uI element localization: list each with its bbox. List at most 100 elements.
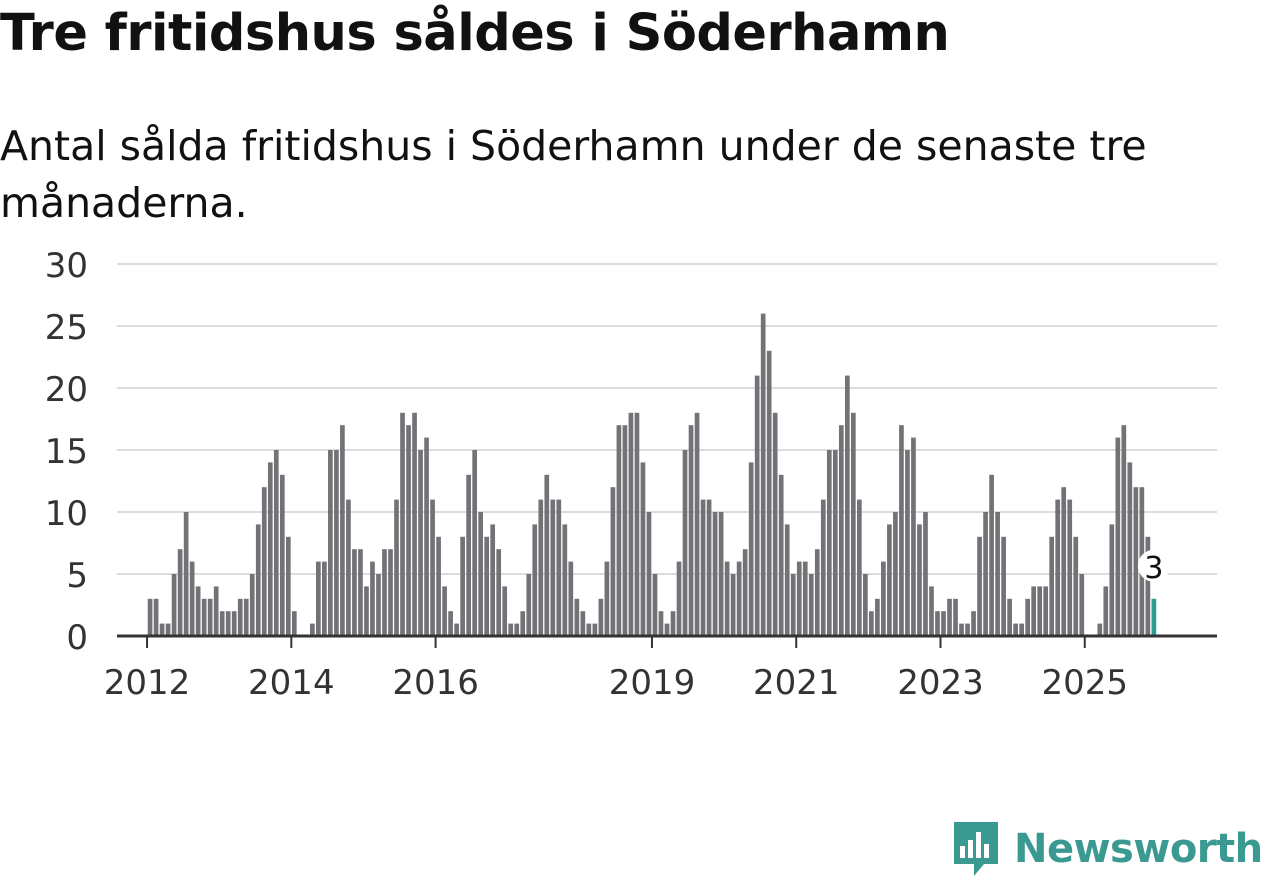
- brand-name: Newsworthy: [1014, 826, 1262, 872]
- bar: [616, 425, 622, 636]
- bar: [532, 524, 538, 636]
- y-tick-label: 5: [66, 556, 88, 596]
- bar: [1127, 462, 1133, 636]
- x-tick-label: 2019: [609, 663, 696, 703]
- bar: [322, 561, 327, 636]
- bar: [574, 598, 580, 636]
- gridlines: [117, 263, 1217, 575]
- bar: [1061, 487, 1067, 636]
- bar: [838, 425, 844, 636]
- bar: [328, 450, 333, 636]
- bar: [159, 623, 165, 636]
- bar: [243, 598, 249, 636]
- bar: [195, 586, 201, 636]
- bar: [1079, 574, 1085, 636]
- bar: [165, 623, 171, 636]
- bar: [857, 499, 862, 636]
- bar: [261, 487, 267, 636]
- bar: [364, 586, 369, 636]
- bar: [1103, 586, 1109, 636]
- bar: [808, 574, 814, 636]
- bar: [334, 450, 339, 636]
- bar: [772, 412, 778, 636]
- bar: [917, 524, 922, 636]
- x-tick-label: 2025: [1041, 663, 1128, 703]
- bar: [820, 499, 826, 636]
- bar: [249, 574, 255, 636]
- bar: [712, 512, 718, 636]
- x-axis: 2012 2014 2016 2019 2021 2023 2025: [104, 634, 1217, 703]
- bar: [604, 561, 610, 636]
- chart-title: Tre fritidshus såldes i Söderhamn: [0, 4, 950, 63]
- newsworthy-logo-icon: [954, 822, 998, 876]
- bar: [754, 375, 760, 636]
- bar: [664, 623, 670, 636]
- bar: [694, 412, 700, 636]
- bar: [472, 450, 477, 636]
- bar: [370, 561, 375, 636]
- chart-subtitle: Antal sålda fritidshus i Söderhamn under…: [0, 122, 1147, 227]
- bar: [1049, 536, 1055, 636]
- bar: [586, 623, 592, 636]
- bar: [850, 412, 856, 636]
- bar: [556, 499, 562, 636]
- data-label: 3: [1144, 551, 1163, 586]
- bar: [640, 462, 646, 636]
- bar: [490, 524, 496, 636]
- bar: [400, 412, 405, 636]
- bar: [388, 549, 393, 636]
- bar: [676, 561, 682, 636]
- bar: [225, 611, 231, 636]
- bar: [1109, 524, 1115, 636]
- bar: [959, 623, 964, 636]
- x-tick-label: 2021: [753, 663, 840, 703]
- bar: [977, 536, 982, 636]
- bar: [412, 412, 417, 636]
- bar: [875, 598, 880, 636]
- bar: [219, 611, 225, 636]
- bar: [893, 512, 898, 636]
- bar: [346, 499, 351, 636]
- bar: [1001, 536, 1006, 636]
- bar: [436, 536, 441, 636]
- bar: [622, 425, 628, 636]
- bar: [778, 474, 784, 636]
- bar: [538, 499, 544, 636]
- bar: [796, 561, 802, 636]
- bar: [352, 549, 357, 636]
- bar: [580, 611, 586, 636]
- bar: [310, 623, 315, 636]
- bar: [418, 450, 423, 636]
- bar: [646, 512, 652, 636]
- bar: [995, 512, 1000, 636]
- bar: [1037, 586, 1043, 636]
- bar: [634, 412, 640, 636]
- bar: [971, 611, 976, 636]
- bar: [670, 611, 676, 636]
- bar: [688, 425, 694, 636]
- bar: [291, 611, 297, 636]
- bar: [947, 598, 952, 636]
- bar: [899, 425, 904, 636]
- bar: [1031, 586, 1037, 636]
- bar: [550, 499, 556, 636]
- bar: [183, 512, 189, 636]
- bar: [376, 574, 381, 636]
- bar: [1097, 623, 1103, 636]
- bar: [316, 561, 321, 636]
- bar: [153, 598, 159, 636]
- bar: [285, 536, 291, 636]
- bar: [742, 549, 748, 636]
- bar: [1115, 437, 1121, 636]
- bar: [520, 611, 526, 636]
- y-tick-label: 25: [45, 308, 88, 348]
- bar: [652, 574, 658, 636]
- bar: [814, 549, 820, 636]
- x-tick-label: 2012: [104, 663, 191, 703]
- bar: [989, 474, 994, 636]
- bar: [628, 412, 634, 636]
- bar: [1073, 536, 1079, 636]
- y-tick-label: 10: [45, 494, 88, 534]
- bar: [1019, 623, 1024, 636]
- newsworthy-brand: Newsworthy: [950, 818, 1262, 880]
